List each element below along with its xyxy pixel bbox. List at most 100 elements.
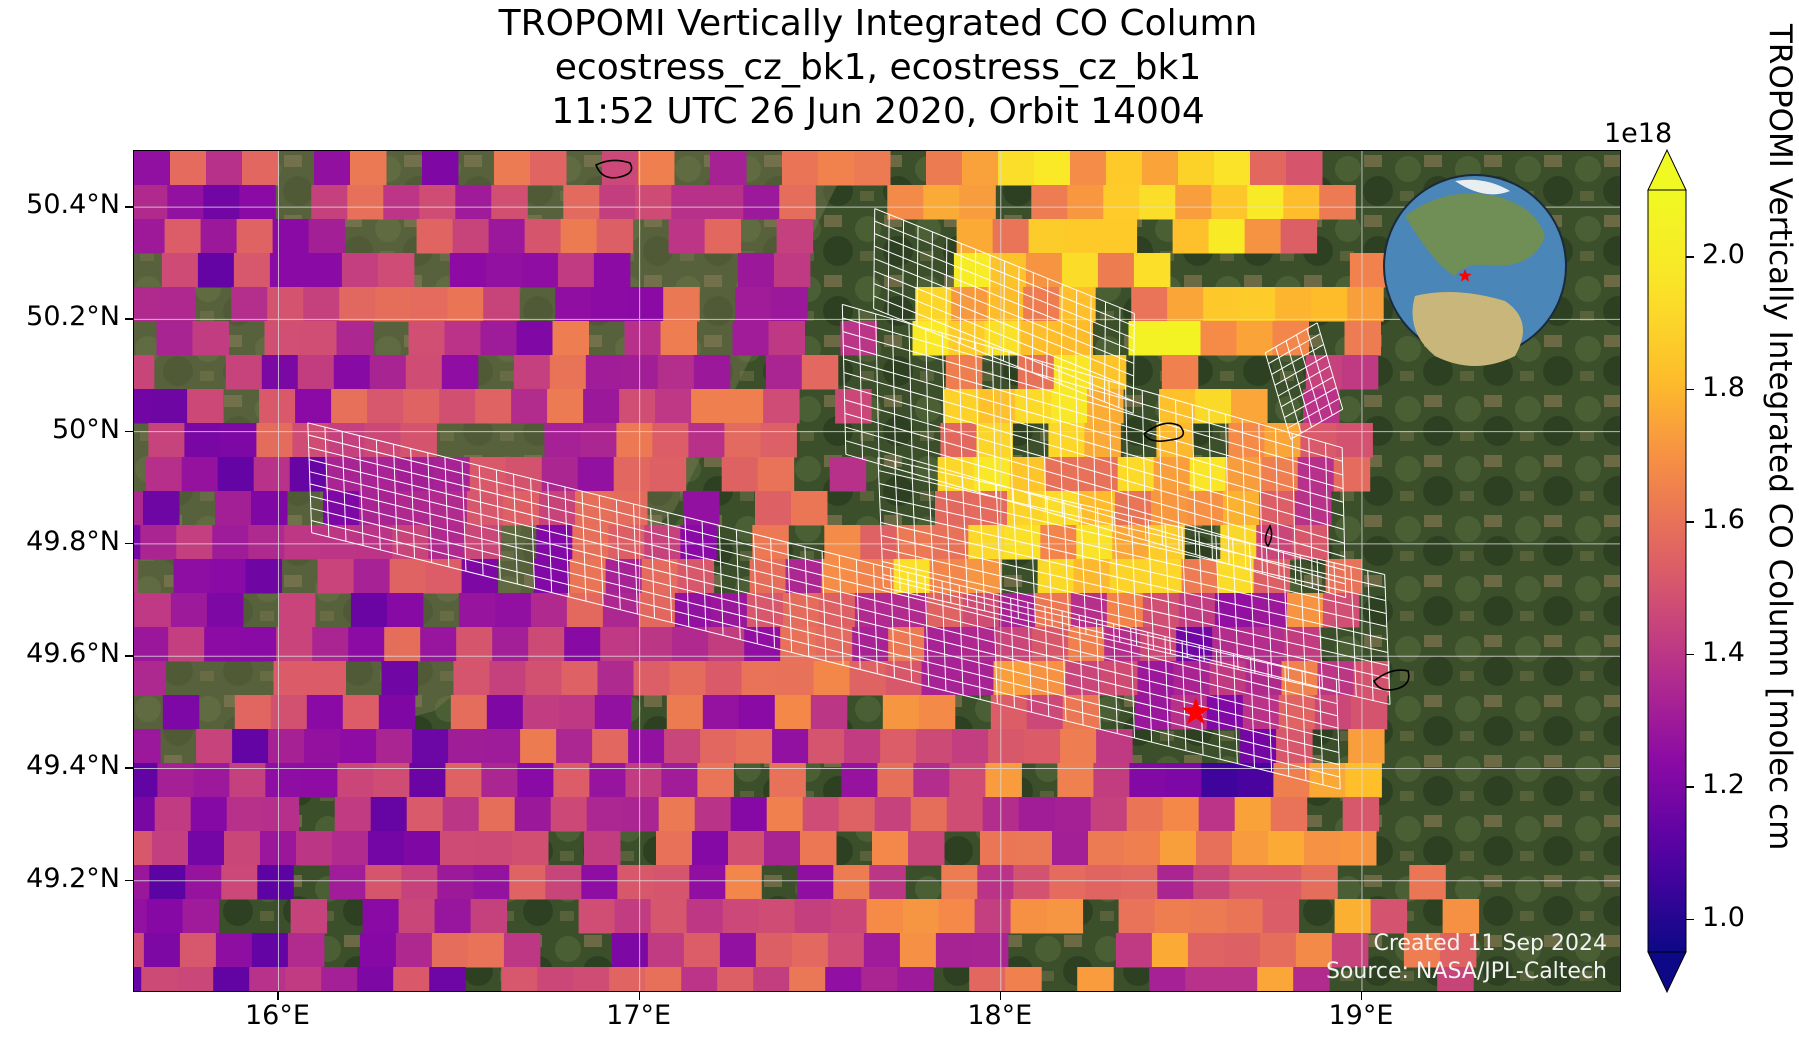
co-pixel xyxy=(602,151,639,186)
co-pixel xyxy=(134,219,166,254)
co-pixel xyxy=(725,865,762,900)
co-pixel xyxy=(329,865,366,900)
co-pixel xyxy=(1265,865,1302,900)
latitude-tick-label: 49.2°N xyxy=(26,862,120,894)
footprint-grid-north xyxy=(873,208,1135,414)
co-pixel xyxy=(448,729,485,764)
co-pixel xyxy=(782,593,820,628)
co-pixel xyxy=(503,933,541,968)
colorbar-tick-mark xyxy=(1686,256,1694,258)
co-pixel xyxy=(645,967,682,991)
co-pixel xyxy=(872,831,909,866)
co-pixel xyxy=(1344,321,1381,356)
co-pixel xyxy=(331,389,368,424)
co-pixel xyxy=(935,933,973,968)
co-pixel xyxy=(1064,219,1102,254)
co-pixel xyxy=(779,185,816,220)
co-pixel xyxy=(863,933,901,968)
co-pixel xyxy=(164,219,202,254)
co-pixel xyxy=(1442,899,1480,934)
co-pixel xyxy=(505,457,543,492)
co-pixel xyxy=(231,287,268,322)
co-pixel xyxy=(758,899,796,934)
co-pixel xyxy=(666,695,704,730)
co-pixel xyxy=(1034,151,1071,186)
co-pixel xyxy=(300,321,337,356)
co-pixel xyxy=(221,865,258,900)
co-pixel xyxy=(658,797,696,832)
co-pixel xyxy=(1154,899,1192,934)
co-pixel xyxy=(993,661,1030,696)
co-pixel xyxy=(220,423,257,458)
co-pixel xyxy=(860,525,897,560)
co-pixel xyxy=(1085,865,1122,900)
co-pixel xyxy=(167,185,204,220)
co-pixel xyxy=(824,525,861,560)
co-pixel xyxy=(290,899,328,934)
co-pixel xyxy=(1016,831,1053,866)
co-pixel xyxy=(1043,491,1080,526)
co-pixel xyxy=(763,389,800,424)
co-pixel xyxy=(558,695,596,730)
co-pixel xyxy=(721,457,759,492)
co-pixel xyxy=(350,593,388,628)
co-pixel xyxy=(557,253,595,288)
co-pixel xyxy=(776,219,814,254)
co-pixel xyxy=(203,185,240,220)
co-pixel xyxy=(200,219,238,254)
co-pixel xyxy=(683,491,720,526)
co-pixel xyxy=(439,389,476,424)
co-pixel xyxy=(453,661,490,696)
map-panel[interactable] xyxy=(133,150,1621,992)
longitude-tick-mark xyxy=(277,992,279,1000)
map-title-line-3: 11:52 UTC 26 Jun 2020, Orbit 14004 xyxy=(551,91,1205,132)
longitude-tick-mark xyxy=(1360,992,1363,1000)
co-pixel xyxy=(563,185,600,220)
co-pixel xyxy=(425,559,463,594)
co-pixel xyxy=(484,729,521,764)
footprint-grid-west xyxy=(307,422,1341,790)
co-pixel xyxy=(599,185,636,220)
co-pixel xyxy=(154,797,192,832)
co-pixel xyxy=(755,491,792,526)
co-pixel xyxy=(765,355,803,390)
co-pixel xyxy=(566,593,604,628)
co-pixel xyxy=(1088,831,1125,866)
co-pixel xyxy=(224,831,261,866)
co-pixel xyxy=(251,491,288,526)
co-pixel xyxy=(1231,389,1268,424)
co-pixel xyxy=(530,593,568,628)
co-pixel xyxy=(791,491,828,526)
co-pixel xyxy=(304,729,341,764)
co-pixel xyxy=(849,661,886,696)
co-pixel xyxy=(1157,865,1194,900)
co-pixel xyxy=(134,899,148,934)
co-pixel xyxy=(882,695,920,730)
co-pixel xyxy=(1106,593,1144,628)
target-star-icon xyxy=(1181,697,1211,725)
co-pixel xyxy=(730,797,768,832)
co-pixel xyxy=(573,967,610,991)
co-pixel xyxy=(597,661,634,696)
co-pixel xyxy=(383,185,420,220)
co-pixel xyxy=(887,185,924,220)
co-pixel xyxy=(1286,151,1323,186)
latitude-tick-mark xyxy=(125,542,133,545)
co-pixel xyxy=(916,729,953,764)
co-pixel xyxy=(705,661,742,696)
co-pixel xyxy=(217,457,255,492)
co-pixel xyxy=(170,151,207,186)
co-pixel xyxy=(188,831,225,866)
co-pixel xyxy=(134,559,139,594)
co-pixel xyxy=(187,389,224,424)
co-pixel xyxy=(441,355,479,390)
co-pixel xyxy=(613,457,651,492)
co-pixel xyxy=(591,287,628,322)
co-pixel xyxy=(1115,933,1153,968)
co-pixel xyxy=(357,967,394,991)
co-pixel xyxy=(134,525,141,560)
co-pixel xyxy=(419,185,456,220)
co-pixel xyxy=(1067,185,1104,220)
co-pixel xyxy=(694,797,732,832)
co-pixel xyxy=(364,423,401,458)
